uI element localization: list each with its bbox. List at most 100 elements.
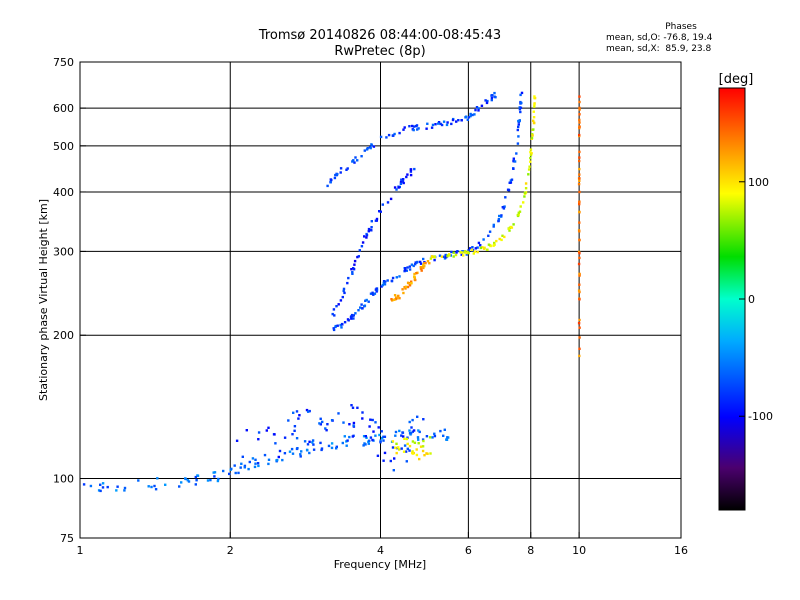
data-point bbox=[378, 210, 381, 213]
data-point bbox=[267, 426, 270, 429]
data-point bbox=[341, 323, 344, 326]
data-point bbox=[369, 146, 372, 150]
data-point bbox=[371, 418, 374, 422]
data-point bbox=[419, 445, 423, 448]
data-point bbox=[382, 281, 385, 285]
data-point bbox=[399, 180, 403, 184]
data-point bbox=[480, 104, 484, 107]
data-point bbox=[257, 431, 261, 434]
data-point bbox=[409, 431, 413, 435]
data-point bbox=[397, 294, 400, 298]
data-point bbox=[332, 308, 336, 311]
data-point bbox=[248, 460, 251, 464]
data-point bbox=[485, 101, 489, 105]
data-point bbox=[412, 429, 416, 432]
data-point bbox=[412, 128, 415, 132]
data-point bbox=[400, 178, 403, 181]
data-point bbox=[532, 116, 536, 119]
data-point bbox=[367, 230, 370, 233]
y-tick-label: 600 bbox=[53, 102, 74, 115]
data-point bbox=[408, 449, 411, 452]
data-point bbox=[417, 438, 420, 441]
data-point bbox=[578, 167, 581, 171]
chart-title: Tromsø 20140826 08:44:00-08:45:43 RwPret… bbox=[230, 28, 530, 60]
data-point bbox=[337, 412, 340, 415]
data-point bbox=[412, 264, 415, 268]
data-point bbox=[410, 426, 413, 429]
data-point bbox=[438, 254, 442, 257]
data-point bbox=[257, 438, 260, 441]
data-point bbox=[321, 420, 324, 424]
data-point bbox=[530, 136, 534, 140]
data-point bbox=[468, 247, 472, 250]
data-point bbox=[465, 251, 468, 255]
data-point bbox=[452, 251, 455, 254]
data-point bbox=[382, 459, 385, 462]
data-point bbox=[360, 303, 363, 306]
data-point bbox=[367, 227, 371, 231]
data-point bbox=[502, 207, 506, 210]
data-point bbox=[339, 171, 342, 174]
data-point bbox=[254, 458, 257, 461]
data-point bbox=[418, 457, 421, 461]
data-point bbox=[206, 479, 210, 482]
data-point bbox=[408, 429, 411, 432]
data-point bbox=[476, 246, 479, 249]
data-point bbox=[370, 144, 373, 147]
data-point bbox=[578, 108, 581, 111]
data-point bbox=[82, 483, 86, 486]
data-point bbox=[401, 180, 405, 183]
data-point bbox=[460, 119, 463, 122]
data-point bbox=[492, 223, 495, 227]
data-point bbox=[361, 417, 364, 420]
data-point bbox=[425, 452, 428, 455]
data-point bbox=[347, 276, 350, 280]
data-point bbox=[520, 101, 523, 105]
data-point bbox=[433, 258, 436, 262]
data-point bbox=[305, 448, 309, 452]
data-point bbox=[89, 484, 93, 488]
data-point bbox=[414, 263, 417, 266]
data-point bbox=[510, 226, 514, 229]
data-point bbox=[484, 99, 487, 102]
data-point bbox=[385, 136, 388, 139]
data-point bbox=[379, 135, 383, 139]
data-point bbox=[411, 440, 415, 443]
data-point bbox=[420, 269, 423, 272]
data-point bbox=[234, 471, 237, 475]
data-point bbox=[370, 229, 373, 232]
data-point bbox=[411, 452, 414, 455]
chart-title-line1: Tromsø 20140826 08:44:00-08:45:43 bbox=[258, 28, 502, 43]
data-point bbox=[578, 347, 581, 350]
data-point bbox=[578, 283, 581, 286]
data-point bbox=[439, 122, 442, 126]
data-point bbox=[334, 324, 337, 328]
data-point bbox=[352, 421, 356, 425]
data-point bbox=[320, 447, 324, 450]
data-point bbox=[405, 269, 408, 272]
data-point bbox=[577, 250, 581, 254]
data-point bbox=[423, 454, 426, 457]
data-point bbox=[449, 254, 452, 257]
x-tick-label: 8 bbox=[527, 544, 534, 557]
data-point bbox=[406, 442, 409, 446]
data-point bbox=[241, 455, 244, 458]
data-point bbox=[209, 478, 212, 482]
data-point bbox=[398, 131, 401, 135]
data-point bbox=[123, 486, 127, 490]
data-point bbox=[450, 122, 453, 126]
data-point bbox=[372, 145, 376, 148]
data-point bbox=[275, 459, 278, 462]
data-point bbox=[578, 238, 581, 242]
data-point bbox=[498, 214, 501, 218]
data-point bbox=[350, 313, 354, 317]
data-point bbox=[116, 485, 119, 488]
data-point bbox=[386, 279, 389, 282]
data-point bbox=[115, 489, 118, 492]
data-point bbox=[365, 436, 368, 439]
data-point bbox=[415, 272, 418, 275]
data-point bbox=[235, 439, 239, 442]
data-point bbox=[442, 120, 446, 123]
data-point bbox=[312, 448, 316, 451]
data-point bbox=[578, 126, 581, 130]
